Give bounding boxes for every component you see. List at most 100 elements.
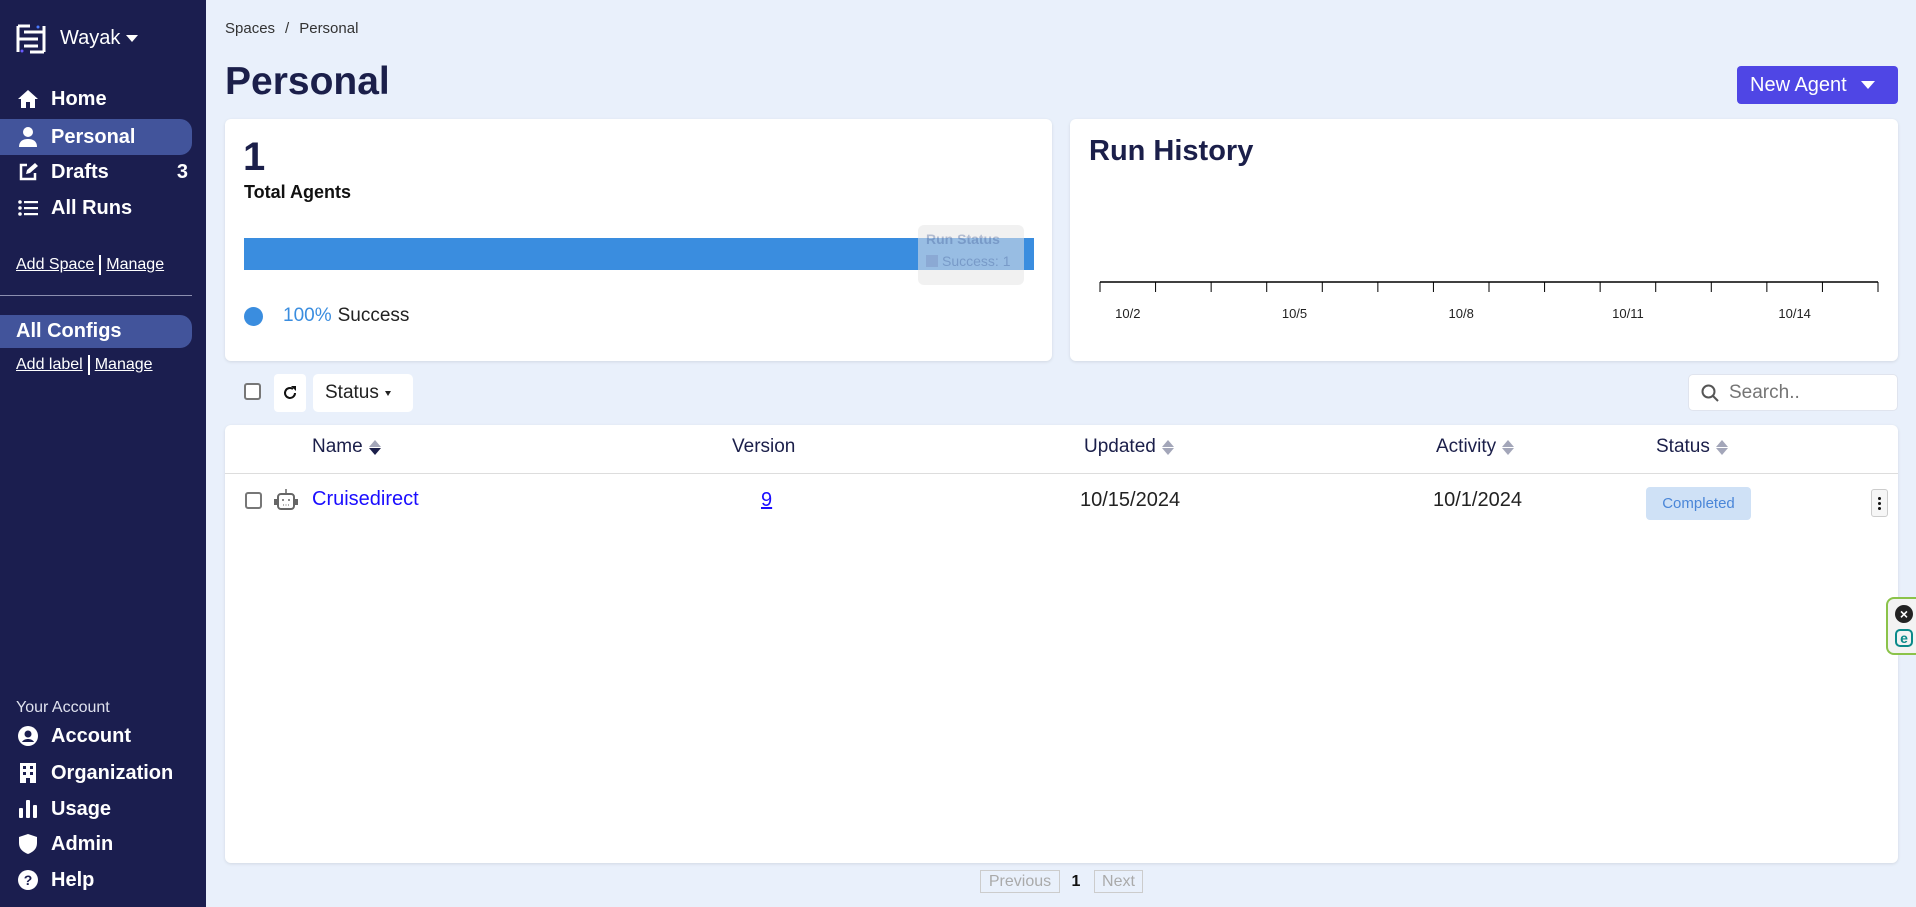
sidebar-item-label: Organization: [51, 761, 174, 784]
x-axis-tick-label: 10/14: [1778, 306, 1811, 321]
drafts-count: 3: [176, 160, 188, 183]
success-percent: 100%: [283, 305, 332, 326]
sidebar-item-help[interactable]: ? Help: [0, 862, 192, 898]
svg-text:?: ?: [24, 872, 33, 888]
new-agent-button[interactable]: New Agent: [1737, 66, 1898, 104]
robot-icon: [274, 489, 298, 510]
updated-cell: 10/15/2024: [1080, 489, 1181, 511]
manage-spaces-link[interactable]: Manage: [106, 256, 165, 274]
column-header-updated[interactable]: Updated: [1084, 436, 1174, 458]
tooltip-item: Success: 1: [942, 253, 1011, 269]
edit-icon: [16, 160, 40, 184]
add-label-link[interactable]: Add label: [16, 356, 83, 374]
tooltip-swatch: [926, 255, 938, 267]
x-axis-tick-label: 10/2: [1115, 306, 1141, 321]
breadcrumb-current: Personal: [299, 20, 359, 37]
user-icon: [16, 125, 40, 149]
header-label: Status: [1656, 436, 1710, 457]
eset-icon[interactable]: e: [1895, 629, 1913, 647]
sort-icon: [368, 439, 381, 455]
run-status-bar[interactable]: [244, 238, 1034, 270]
run-history-chart: [1099, 281, 1879, 292]
column-header-activity[interactable]: Activity: [1436, 436, 1515, 458]
column-header-status[interactable]: Status: [1656, 436, 1728, 458]
select-all-checkbox[interactable]: [244, 383, 261, 400]
total-agents-count: 1: [243, 135, 266, 179]
sidebar-item-label: All Runs: [51, 196, 133, 219]
sidebar-item-label: Drafts: [51, 160, 109, 183]
status-filter-label: Status: [325, 382, 379, 403]
run-history-title: Run History: [1089, 135, 1254, 167]
bar-chart-icon: [16, 797, 40, 821]
x-axis-tick-label: 10/11: [1612, 306, 1644, 321]
add-space-link[interactable]: Add Space: [16, 256, 95, 274]
sidebar-item-all-configs[interactable]: All Configs: [0, 315, 192, 348]
success-legend: 100% Success: [244, 305, 409, 327]
run-history-card: Run History 10/2 10/5 10/8 10/11 10/14: [1070, 119, 1898, 361]
user-circle-icon: [16, 724, 40, 748]
status-filter-dropdown[interactable]: Status: [313, 374, 413, 412]
version-link[interactable]: 9: [761, 489, 773, 511]
page-title: Personal: [225, 60, 390, 103]
caret-down-icon: [1860, 81, 1875, 89]
header-label: Updated: [1084, 436, 1156, 457]
search-icon: [1701, 384, 1719, 402]
sidebar-item-all-runs[interactable]: All Runs: [0, 190, 192, 226]
column-header-name[interactable]: Name: [312, 436, 381, 458]
manage-labels-link[interactable]: Manage: [94, 356, 153, 374]
total-agents-label: Total Agents: [244, 182, 351, 202]
workspace-switcher[interactable]: Wayak: [60, 27, 139, 50]
caret-down-icon: [126, 35, 139, 42]
list-icon: [16, 196, 40, 220]
sidebar-item-organization[interactable]: Organization: [0, 755, 192, 791]
sidebar-item-label: Home: [51, 87, 107, 110]
refresh-button[interactable]: [274, 374, 306, 412]
browser-extension-widget: × e: [1886, 597, 1916, 655]
column-header-version: Version: [732, 436, 795, 458]
sidebar-item-label: Help: [51, 868, 95, 891]
label-links: Add label Manage: [16, 355, 153, 375]
current-page[interactable]: 1: [1071, 872, 1081, 890]
next-page-button[interactable]: Next: [1094, 870, 1143, 893]
building-icon: [16, 761, 40, 785]
sort-icon: [1715, 439, 1728, 455]
search-input[interactable]: [1729, 381, 1889, 404]
sidebar-item-label: Usage: [51, 797, 112, 820]
sidebar-item-label: Personal: [51, 125, 136, 148]
kebab-dot: [1878, 506, 1881, 510]
sidebar-item-label: Admin: [51, 832, 114, 855]
search-box[interactable]: [1688, 374, 1898, 411]
sidebar-item-label: All Configs: [16, 320, 122, 342]
x-axis-tick-label: 10/5: [1281, 306, 1308, 321]
breadcrumb: Spaces / Personal: [225, 20, 358, 37]
sidebar-item-admin[interactable]: Admin: [0, 826, 192, 862]
row-checkbox[interactable]: [245, 492, 262, 509]
header-label: Activity: [1436, 436, 1497, 457]
agents-summary-card: 1 Total Agents Run Status Success: 1 100…: [225, 119, 1052, 361]
success-dot-icon: [244, 306, 263, 326]
sidebar-item-account[interactable]: Account: [0, 718, 192, 754]
row-actions-button[interactable]: [1871, 489, 1888, 517]
sidebar-item-home[interactable]: Home: [0, 81, 192, 117]
sidebar-item-label: Account: [51, 724, 131, 747]
wayak-logo: [16, 24, 46, 54]
caret-down-icon: [384, 390, 391, 396]
breadcrumb-separator: /: [285, 20, 290, 37]
close-icon[interactable]: ×: [1895, 605, 1913, 623]
agents-table: [225, 425, 1898, 863]
sidebar-item-usage[interactable]: Usage: [0, 791, 192, 827]
status-badge: Completed: [1646, 487, 1751, 520]
sidebar-item-drafts[interactable]: Drafts 3: [0, 154, 192, 190]
breadcrumb-spaces[interactable]: Spaces: [225, 20, 276, 37]
home-icon: [16, 87, 40, 111]
divider: [87, 355, 90, 375]
success-bar-segment[interactable]: [244, 238, 1034, 270]
agent-name-link[interactable]: Cruisedirect: [312, 488, 419, 510]
kebab-icon: [1878, 496, 1881, 500]
activity-cell: 10/1/2024: [1433, 489, 1522, 511]
new-agent-label: New Agent: [1750, 73, 1847, 96]
header-label: Version: [732, 436, 796, 457]
previous-page-button[interactable]: Previous: [980, 870, 1060, 893]
sidebar-item-personal[interactable]: Personal: [0, 119, 192, 155]
success-label: Success: [337, 305, 410, 326]
